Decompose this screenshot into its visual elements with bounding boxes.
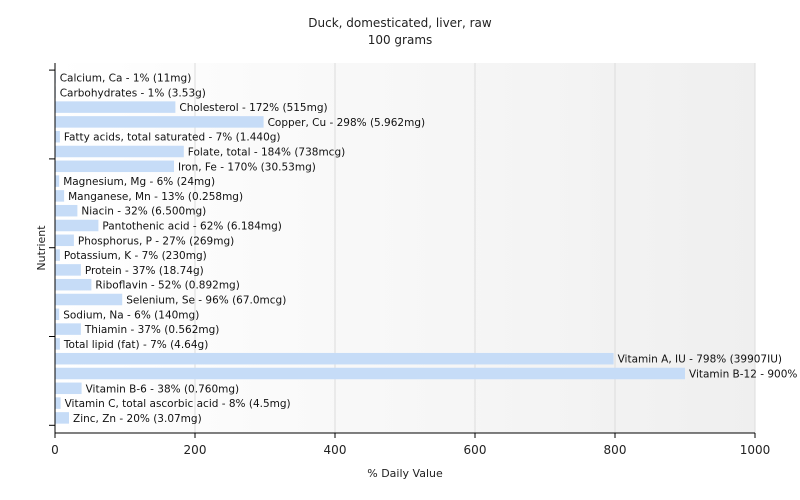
bar-label: Vitamin B-6 - 38% (0.760mg) [86,383,240,395]
x-tick-label: 400 [324,443,347,457]
axes-group: 0 200 400 600 800 1000 [49,63,770,457]
bar [55,382,82,395]
bar-label: Iron, Fe - 170% (30.53mg) [178,161,316,173]
bar [55,116,264,128]
chart-title: Duck, domesticated, liver, raw [308,16,492,30]
bar [55,204,78,217]
x-tick-label: 800 [604,443,627,457]
bar-label: Calcium, Ca - 1% (11mg) [60,73,192,85]
bar [55,352,614,365]
bar [55,234,74,247]
bar [55,293,123,306]
x-tick-label: 600 [464,443,487,457]
bar-label: Sodium, Na - 6% (140mg) [63,309,199,321]
bar [55,308,60,321]
bar [55,249,60,261]
bar [55,367,685,380]
bar-label: Cholesterol - 172% (515mg) [179,102,327,114]
bar-label: Fatty acids, total saturated - 7% (1.440… [64,132,281,144]
chart-subtitle: 100 grams [368,33,433,47]
y-axis-title: Nutrient [35,225,48,271]
x-axis-title: % Daily Value [367,467,443,480]
bar [55,323,81,335]
bar [55,101,176,113]
bar [55,412,69,424]
bar-label: Carbohydrates - 1% (3.53g) [60,87,206,99]
bar-label: Total lipid (fat) - 7% (4.64g) [63,339,208,351]
bar-label: Potassium, K - 7% (230mg) [64,250,207,262]
bar-label: Magnesium, Mg - 6% (24mg) [63,176,215,188]
bar-label: Vitamin B-12 - 900% (54.00mcg) [689,369,800,381]
bar-label: Protein - 37% (18.74g) [85,265,204,277]
bar [55,397,61,409]
bar-label: Copper, Cu - 298% (5.962mg) [268,117,426,129]
bar-label: Pantothenic acid - 62% (6.184mg) [102,221,281,233]
bar [55,264,81,276]
bar-label: Zinc, Zn - 20% (3.07mg) [73,413,202,425]
bar [55,175,60,187]
bar-label: Phosphorus, P - 27% (269mg) [78,235,234,247]
bar-label: Selenium, Se - 96% (67.0mcg) [126,295,286,307]
bar [55,190,65,202]
bar [55,130,60,143]
bar [55,145,184,158]
bar-label: Thiamin - 37% (0.562mg) [84,324,220,336]
bar-label: Vitamin C, total ascorbic acid - 8% (4.5… [65,398,291,410]
bar [55,160,174,173]
x-tick-label: 200 [184,443,207,457]
bar [55,219,99,232]
bar-label: Vitamin A, IU - 798% (39907IU) [618,354,782,366]
bar-label: Riboflavin - 52% (0.892mg) [95,280,239,292]
bar-label: Niacin - 32% (6.500mg) [81,206,206,218]
x-tick-label: 0 [51,443,59,457]
bar-label: Manganese, Mn - 13% (0.258mg) [68,191,243,203]
bar [55,338,60,350]
bar [55,278,92,291]
bar-label: Folate, total - 184% (738mcg) [188,147,345,159]
bars-group: Calcium, Ca - 1% (11mg) Carbohydrates - 1… [55,71,800,425]
x-tick-label: 1000 [740,443,771,457]
